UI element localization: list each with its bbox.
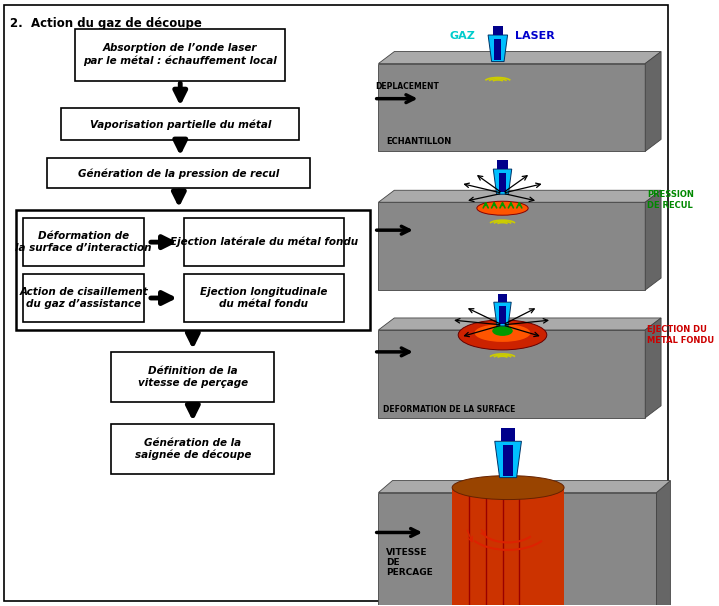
Polygon shape <box>495 441 521 478</box>
Polygon shape <box>501 428 516 441</box>
Polygon shape <box>503 445 513 476</box>
Text: GAZ: GAZ <box>449 31 475 41</box>
Ellipse shape <box>452 476 564 499</box>
Polygon shape <box>378 493 656 606</box>
Text: Ejection longitudinale
du métal fondu: Ejection longitudinale du métal fondu <box>200 287 327 309</box>
Text: DEFORMATION DE LA SURFACE: DEFORMATION DE LA SURFACE <box>383 405 516 414</box>
Text: Déformation de
la surface d’interaction: Déformation de la surface d’interaction <box>15 231 152 253</box>
Text: EJECTION DU
METAL FONDU: EJECTION DU METAL FONDU <box>647 325 714 345</box>
Text: Vaporisation partielle du métal: Vaporisation partielle du métal <box>90 119 271 130</box>
Polygon shape <box>488 35 508 62</box>
Polygon shape <box>498 294 508 302</box>
Polygon shape <box>645 52 661 152</box>
Text: VITESSE
DE
PERCAGE: VITESSE DE PERCAGE <box>386 547 433 578</box>
Bar <box>23 218 145 266</box>
Ellipse shape <box>475 324 531 342</box>
Polygon shape <box>494 302 511 326</box>
Polygon shape <box>499 173 506 192</box>
Ellipse shape <box>458 320 547 350</box>
Polygon shape <box>493 169 512 195</box>
Text: Ejection latérale du métal fondu: Ejection latérale du métal fondu <box>170 237 358 247</box>
Bar <box>61 108 299 141</box>
Text: Absorption de l’onde laser
par le métal : échauffement local: Absorption de l’onde laser par le métal … <box>83 44 277 65</box>
Polygon shape <box>452 488 564 606</box>
Bar <box>23 274 145 322</box>
Text: Définition de la
vitesse de perçage: Définition de la vitesse de perçage <box>138 366 248 388</box>
Bar <box>16 210 370 330</box>
Ellipse shape <box>477 201 528 215</box>
Text: Génération de la pression de recul: Génération de la pression de recul <box>78 168 280 179</box>
Text: ECHANTILLON: ECHANTILLON <box>386 137 451 146</box>
Polygon shape <box>494 39 501 59</box>
Polygon shape <box>645 190 661 290</box>
Polygon shape <box>378 481 670 493</box>
Text: LASER: LASER <box>516 31 555 41</box>
Polygon shape <box>656 481 670 606</box>
Bar <box>183 218 344 266</box>
Polygon shape <box>645 318 661 418</box>
Bar <box>111 424 275 474</box>
Text: DEPLACEMENT: DEPLACEMENT <box>375 82 439 91</box>
Bar <box>111 352 275 402</box>
Bar <box>183 274 344 322</box>
Text: PRESSION
DE RECUL: PRESSION DE RECUL <box>647 190 694 210</box>
Text: Génération de la
saignée de découpe: Génération de la saignée de découpe <box>134 438 251 460</box>
Bar <box>75 28 285 81</box>
Polygon shape <box>498 160 508 169</box>
Polygon shape <box>493 25 503 35</box>
Polygon shape <box>378 202 645 290</box>
Polygon shape <box>378 330 645 418</box>
Polygon shape <box>378 64 645 152</box>
Polygon shape <box>378 52 661 64</box>
Bar <box>47 158 311 188</box>
Text: 2.  Action du gaz de découpe: 2. Action du gaz de découpe <box>10 16 202 30</box>
Polygon shape <box>378 190 661 202</box>
Polygon shape <box>378 318 661 330</box>
Ellipse shape <box>493 326 513 336</box>
Polygon shape <box>499 306 505 324</box>
Text: Action de cisaillement
du gaz d’assistance: Action de cisaillement du gaz d’assistan… <box>19 287 148 309</box>
